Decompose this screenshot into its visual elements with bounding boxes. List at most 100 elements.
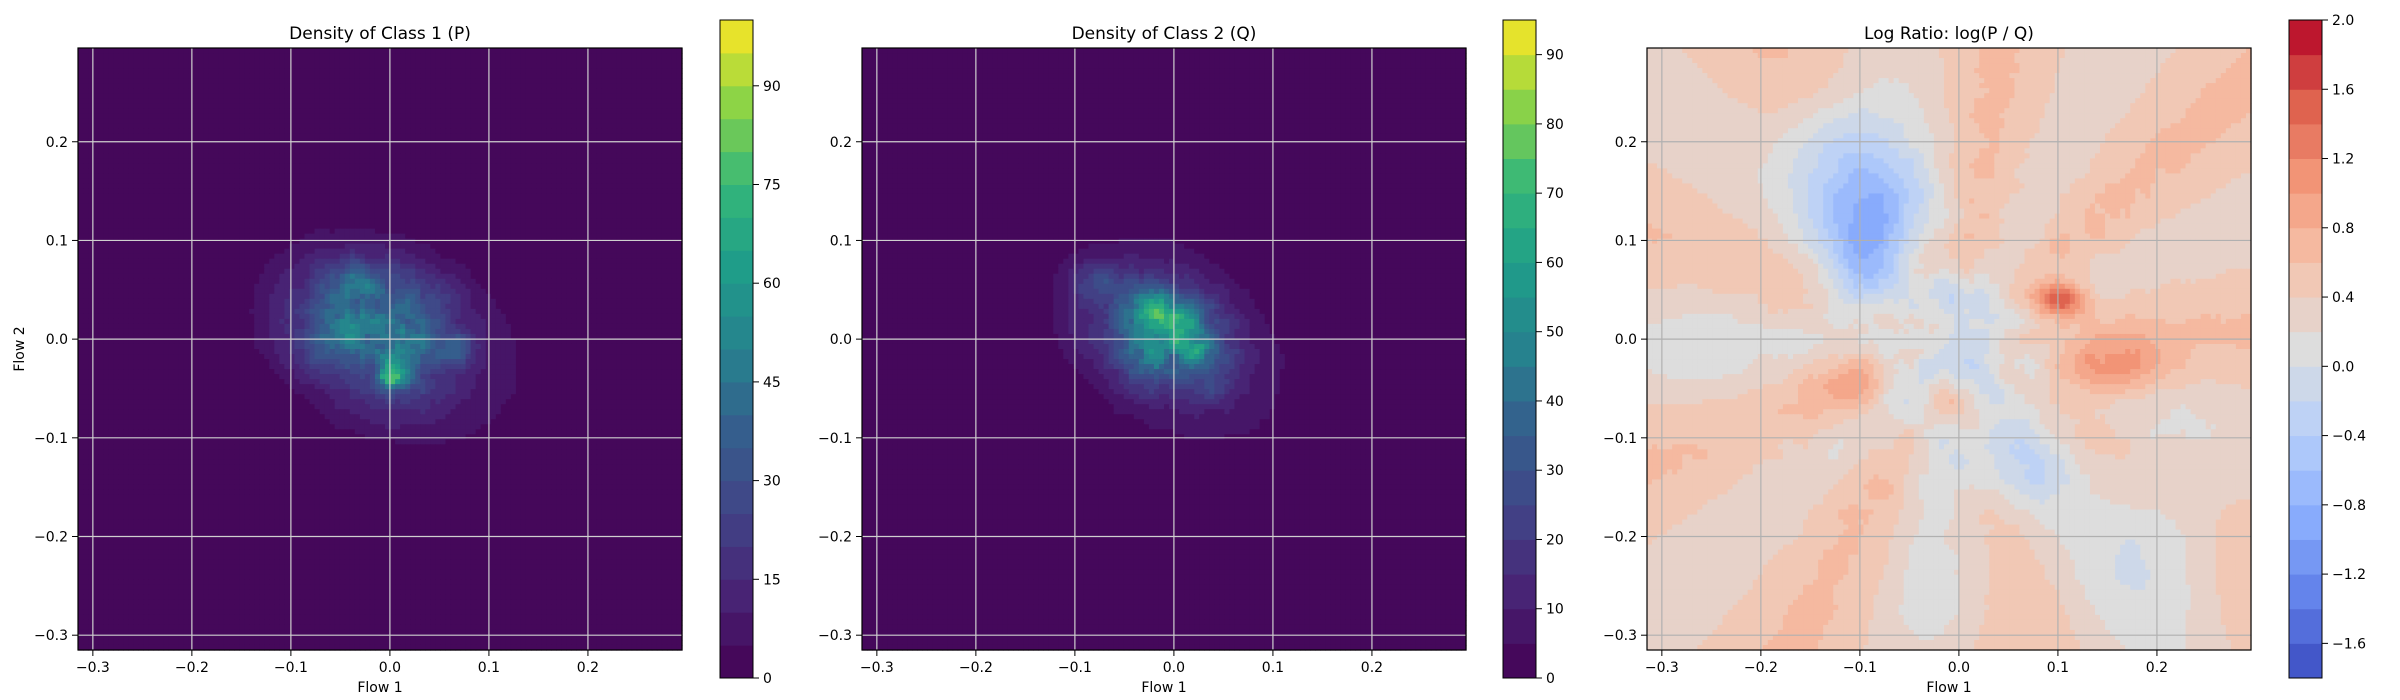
heatmap-cell — [183, 113, 190, 119]
heatmap-cell — [505, 143, 512, 149]
heatmap-cell — [304, 203, 311, 210]
heatmap-cell — [490, 163, 497, 169]
heatmap-cell — [470, 88, 477, 94]
heatmap-cell — [576, 113, 582, 119]
heatmap-cell — [324, 138, 331, 144]
heatmap-cell — [500, 93, 507, 99]
heatmap-cell — [284, 253, 290, 260]
heatmap-cell — [380, 128, 386, 134]
heatmap-cell — [269, 88, 275, 94]
heatmap-cell — [520, 203, 527, 210]
heatmap-cell — [551, 78, 557, 84]
heatmap-cell — [541, 223, 547, 230]
heatmap-cell — [531, 178, 537, 185]
heatmap-cell — [344, 233, 351, 240]
heatmap-cell — [561, 48, 567, 54]
heatmap-cell — [551, 188, 557, 195]
heatmap-cell — [500, 163, 507, 169]
heatmap-cell — [223, 103, 230, 109]
heatmap-cell — [566, 58, 572, 64]
heatmap-cell — [480, 108, 487, 114]
heatmap-cell — [153, 208, 160, 215]
heatmap-cell — [541, 178, 547, 185]
heatmap-cell — [676, 158, 683, 164]
heatmap-cell — [385, 88, 391, 94]
heatmap-cell — [536, 188, 542, 195]
heatmap-cell — [440, 128, 447, 134]
heatmap-cell — [334, 233, 341, 240]
heatmap-cell — [274, 188, 280, 195]
heatmap-cell — [455, 128, 462, 134]
heatmap-cell — [128, 63, 134, 69]
heatmap-cell — [576, 103, 582, 109]
heatmap-cell — [319, 63, 326, 69]
heatmap-cell — [646, 208, 653, 215]
heatmap-cell — [611, 143, 618, 149]
heatmap-cell — [611, 203, 618, 210]
heatmap-cell — [500, 58, 507, 64]
heatmap-cell — [425, 123, 431, 129]
heatmap-cell — [183, 163, 190, 169]
heatmap-cell — [168, 108, 175, 114]
heatmap-cell — [531, 143, 537, 149]
heatmap-cell — [239, 173, 245, 180]
heatmap-cell — [98, 68, 104, 74]
heatmap-cell — [249, 128, 255, 134]
heatmap-cell — [83, 143, 89, 149]
heatmap-cell — [239, 138, 245, 144]
heatmap-cell — [611, 48, 618, 54]
heatmap-cell — [415, 98, 421, 104]
heatmap-cell — [566, 243, 572, 250]
heatmap-cell — [470, 113, 477, 119]
heatmap-cell — [601, 213, 608, 220]
heatmap-cell — [460, 98, 467, 104]
heatmap-cell — [123, 108, 129, 114]
heatmap-cell — [193, 228, 200, 235]
heatmap-cell — [329, 48, 336, 54]
heatmap-cell — [661, 53, 668, 59]
heatmap-cell — [123, 113, 129, 119]
heatmap-cell — [359, 183, 366, 190]
heatmap-cell — [78, 148, 84, 154]
heatmap-cell — [480, 168, 487, 175]
heatmap-cell — [249, 48, 255, 54]
heatmap-cell — [626, 193, 633, 200]
heatmap-cell — [339, 93, 346, 99]
heatmap-cell — [329, 113, 336, 119]
heatmap-cell — [138, 198, 145, 205]
heatmap-cell — [445, 143, 452, 149]
heatmap-cell — [223, 68, 230, 74]
heatmap-cell — [400, 128, 406, 134]
heatmap-cell — [334, 53, 341, 59]
heatmap-cell — [314, 128, 321, 134]
heatmap-cell — [309, 173, 316, 180]
heatmap-cell — [254, 128, 260, 134]
heatmap-cell — [586, 68, 592, 74]
heatmap-cell — [289, 138, 296, 144]
heatmap-cell — [621, 228, 628, 235]
heatmap-cell — [183, 83, 190, 89]
heatmap-cell — [561, 108, 567, 114]
heatmap-cell — [480, 128, 487, 134]
heatmap-cell — [208, 143, 215, 149]
heatmap-cell — [435, 148, 441, 154]
heatmap-cell — [591, 243, 598, 250]
heatmap-cell — [163, 183, 170, 190]
heatmap-cell — [661, 208, 668, 215]
heatmap-cell — [269, 113, 275, 119]
heatmap-cell — [88, 188, 94, 195]
heatmap-cell — [510, 68, 517, 74]
heatmap-cell — [264, 223, 270, 230]
heatmap-cell — [183, 243, 190, 250]
heatmap-cell — [465, 48, 472, 54]
heatmap-cell — [203, 138, 210, 144]
heatmap-cell — [561, 123, 567, 129]
heatmap-cell — [465, 143, 472, 149]
heatmap-cell — [364, 238, 371, 245]
heatmap-cell — [661, 198, 668, 205]
heatmap-cell — [289, 198, 296, 205]
heatmap-cell — [606, 188, 613, 195]
heatmap-cell — [93, 183, 99, 190]
heatmap-cell — [133, 63, 139, 69]
heatmap-cell — [606, 218, 613, 225]
